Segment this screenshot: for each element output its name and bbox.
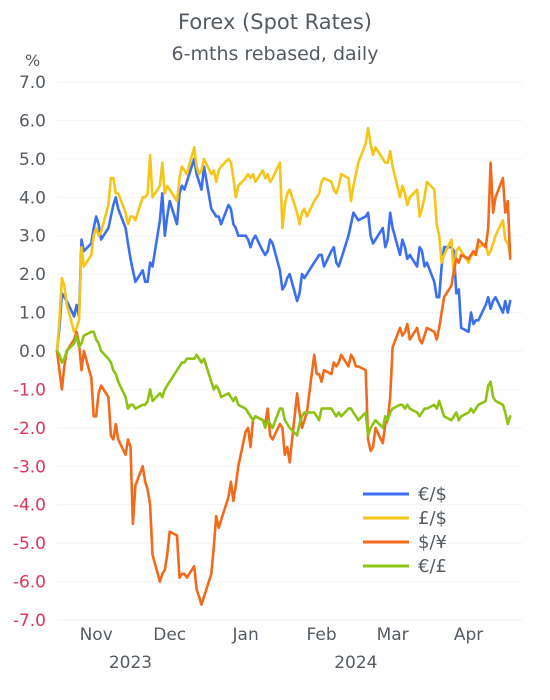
y-tick-label: -4.0 bbox=[13, 496, 46, 516]
y-tick-label: 7.0 bbox=[19, 73, 46, 93]
y-axis-ticks: 7.0 6.0 5.0 4.0 3.0 2.0 1.0 0.0 -1.0 -2.0 -3.0 -4.0… bbox=[13, 73, 46, 631]
y-tick-label: -6.0 bbox=[13, 573, 46, 593]
y-tick-label: 2.0 bbox=[19, 265, 46, 285]
y-tick-label: -3.0 bbox=[13, 457, 46, 477]
x-tick-label: Nov bbox=[80, 625, 113, 645]
chart-title: Forex (Spot Rates) bbox=[178, 10, 372, 34]
y-tick-label: 0.0 bbox=[19, 342, 46, 362]
x-tick-label: Mar bbox=[377, 625, 409, 645]
series-line-eur-gbp bbox=[55, 330, 512, 437]
x-year-label: 2023 bbox=[109, 653, 152, 673]
y-tick-label: -5.0 bbox=[13, 534, 46, 554]
series-line-eur-usd bbox=[55, 157, 512, 353]
y-tick-label: -7.0 bbox=[13, 611, 46, 631]
y-tick-label: -2.0 bbox=[13, 419, 46, 439]
legend: €/$ £/$ $/¥ €/£ bbox=[363, 484, 447, 577]
series-line-gbp-usd bbox=[55, 126, 512, 353]
x-axis-ticks: Nov Dec Jan Feb Mar Apr 2023 2024 bbox=[80, 625, 484, 673]
legend-label: £/$ bbox=[418, 508, 447, 529]
series-lines bbox=[55, 126, 512, 606]
y-tick-label: 6.0 bbox=[19, 111, 46, 131]
y-tick-label: 4.0 bbox=[19, 188, 46, 208]
y-tick-label: -1.0 bbox=[13, 380, 46, 400]
x-tick-label: Apr bbox=[454, 625, 483, 645]
legend-label: €/£ bbox=[418, 556, 447, 577]
y-axis-unit-label: % bbox=[25, 51, 40, 70]
x-tick-label: Feb bbox=[307, 625, 337, 645]
x-year-label: 2024 bbox=[334, 653, 377, 673]
y-tick-label: 1.0 bbox=[19, 304, 46, 324]
y-tick-label: 5.0 bbox=[19, 150, 46, 170]
x-tick-label: Dec bbox=[153, 625, 186, 645]
grid-lines bbox=[57, 81, 522, 621]
legend-label: €/$ bbox=[418, 484, 447, 505]
legend-label: $/¥ bbox=[418, 532, 447, 553]
series-line-usd-jpy bbox=[55, 161, 512, 606]
x-tick-label: Jan bbox=[232, 625, 259, 645]
chart-subtitle: 6-mths rebased, daily bbox=[172, 43, 379, 65]
y-tick-label: 3.0 bbox=[19, 227, 46, 247]
